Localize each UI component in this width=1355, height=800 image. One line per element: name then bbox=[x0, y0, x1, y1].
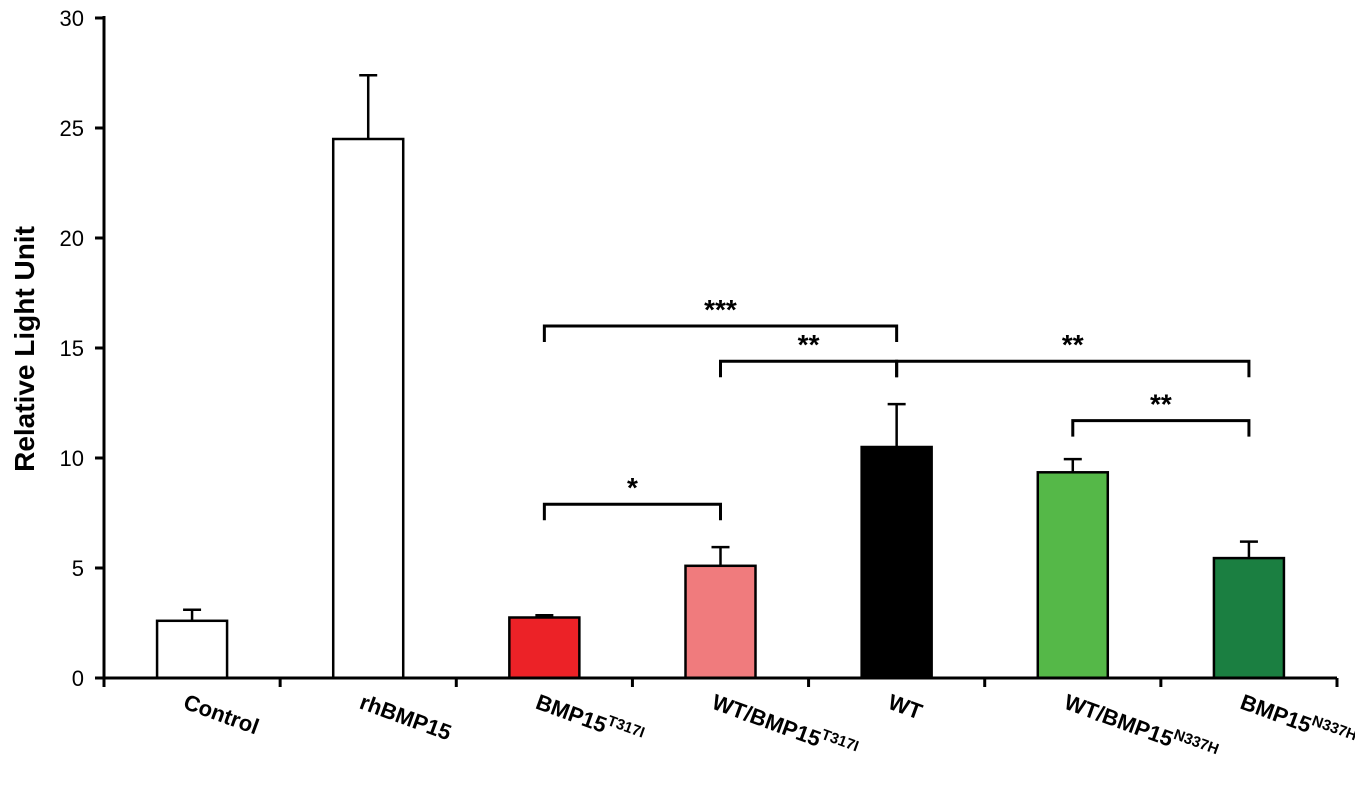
x-tick-label-base: WT/BMP15 bbox=[709, 689, 824, 751]
x-tick-label-base: WT bbox=[885, 689, 926, 724]
y-tick-label: 15 bbox=[60, 336, 84, 361]
y-tick-label: 10 bbox=[60, 446, 84, 471]
significance-bracket bbox=[542, 324, 899, 342]
x-tick-label-superscript: T317I bbox=[605, 712, 647, 741]
error-bars-layer bbox=[183, 73, 1258, 621]
axes-layer bbox=[95, 16, 1339, 687]
x-tick-label-base: rhBMP15 bbox=[357, 689, 455, 745]
y-tick-label: 0 bbox=[72, 666, 84, 691]
x-tick-label: Control bbox=[180, 689, 262, 739]
significance-label: ** bbox=[798, 329, 820, 360]
significance-layer: ****** **** bbox=[542, 294, 1251, 521]
x-tick-label: rhBMP15 bbox=[357, 689, 455, 745]
x-tick-label-superscript: T317I bbox=[819, 726, 861, 755]
x-tick-label: WT bbox=[885, 689, 926, 724]
x-tick-label-base: BMP15 bbox=[1237, 689, 1314, 738]
x-tick-label: BMP15T317I bbox=[533, 687, 647, 751]
x-tick-label-base: WT/BMP15 bbox=[1061, 689, 1176, 751]
bar bbox=[1212, 556, 1286, 680]
bar bbox=[331, 137, 405, 680]
y-tick-label: 25 bbox=[60, 116, 84, 141]
significance-bracket bbox=[1071, 419, 1251, 437]
bar bbox=[508, 616, 581, 680]
bar bbox=[684, 564, 757, 680]
significance-bracket bbox=[719, 359, 899, 378]
bar bbox=[860, 445, 933, 680]
significance-label: * bbox=[627, 472, 638, 503]
x-tick-label-base: BMP15 bbox=[533, 689, 610, 738]
bar bbox=[1036, 471, 1110, 680]
y-tick-label: 5 bbox=[72, 556, 84, 581]
significance-bracket bbox=[895, 359, 1251, 378]
bars-layer bbox=[155, 137, 1286, 680]
significance-label: *** bbox=[704, 294, 737, 325]
bar bbox=[155, 619, 229, 680]
significance-bracket bbox=[542, 502, 722, 521]
significance-label: ** bbox=[1062, 329, 1084, 360]
x-tick-label: WT/BMP15N337H bbox=[1061, 687, 1221, 767]
x-tick-label: WT/BMP15T317I bbox=[709, 687, 861, 764]
x-tick-label-superscript: N337H bbox=[1310, 712, 1355, 744]
significance-label: ** bbox=[1150, 389, 1172, 420]
y-tick-label: 30 bbox=[60, 6, 84, 31]
y-axis-label: Relative Light Unit bbox=[9, 226, 40, 472]
y-tick-label: 20 bbox=[60, 226, 84, 251]
x-tick-label-superscript: N337H bbox=[1171, 726, 1221, 758]
x-tick-label-base: Control bbox=[180, 689, 262, 739]
x-tick-label: BMP15N337H bbox=[1237, 687, 1355, 753]
